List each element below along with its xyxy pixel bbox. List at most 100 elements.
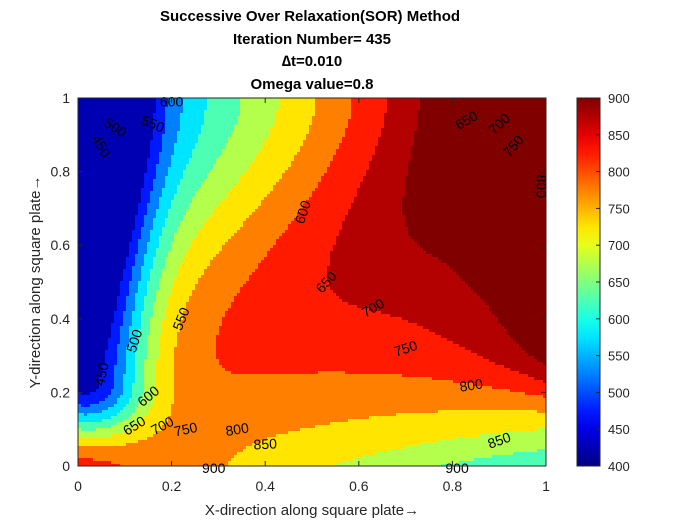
contour-cell [93, 284, 97, 288]
contour-cell [174, 116, 178, 120]
contour-cell [168, 431, 172, 435]
contour-cell [159, 173, 163, 177]
contour-cell [141, 407, 145, 411]
contour-cell [150, 119, 154, 123]
contour-cell [144, 218, 148, 222]
contour-cell [195, 314, 199, 318]
contour-cell [156, 113, 160, 117]
contour-cell [105, 332, 109, 336]
contour-cell [144, 464, 148, 466]
contour-cell [111, 428, 115, 432]
contour-cell [150, 323, 154, 327]
contour-cell [114, 287, 118, 291]
contour-cell [93, 362, 97, 366]
contour-cell [87, 296, 91, 300]
contour-cell [129, 338, 133, 342]
contour-cell [90, 242, 94, 246]
contour-cell [138, 350, 142, 354]
contour-cell [165, 173, 169, 177]
contour-cell [129, 287, 133, 291]
contour-cell [162, 203, 166, 207]
contour-cell [144, 200, 148, 204]
contour-cell [156, 317, 160, 321]
contour-cell [102, 350, 106, 354]
contour-cell [156, 335, 160, 339]
contour-cell [180, 374, 184, 378]
contour-cell [102, 257, 106, 261]
contour-cell [168, 248, 172, 252]
contour-cell [156, 341, 160, 345]
contour-cell [99, 188, 103, 192]
contour-cell [159, 365, 163, 369]
contour-cell [138, 380, 142, 384]
contour-cell [153, 452, 157, 456]
contour-cell [165, 335, 169, 339]
contour-cell [132, 266, 136, 270]
contour-cell [87, 311, 91, 315]
contour-cell [171, 125, 175, 129]
contour-cell [78, 146, 82, 150]
contour-cell [84, 167, 88, 171]
contour-cell [195, 293, 199, 297]
contour-cell [84, 284, 88, 288]
contour-cell [81, 143, 85, 147]
contour-cell [192, 416, 196, 420]
contour-cell [81, 236, 85, 240]
contour-cell [138, 419, 142, 423]
contour-cell [144, 428, 148, 432]
contour-cell [135, 320, 139, 324]
contour-cell [150, 182, 154, 186]
contour-cell [123, 440, 127, 444]
contour-cell [147, 158, 151, 162]
contour-cell [183, 359, 187, 363]
contour-cell [84, 176, 88, 180]
contour-cell [177, 302, 181, 306]
contour-cell [180, 158, 184, 162]
contour-cell [96, 179, 100, 183]
contour-cell [192, 179, 196, 183]
contour-cell [123, 449, 127, 453]
contour-cell [132, 113, 136, 117]
contour-cell [174, 101, 178, 105]
contour-cell [183, 332, 187, 336]
contour-cell [114, 257, 118, 261]
contour-cell [159, 116, 163, 120]
contour-cell [171, 359, 175, 363]
contour-cell [135, 218, 139, 222]
contour-cell [147, 458, 151, 462]
contour-cell [84, 110, 88, 114]
contour-cell [87, 182, 91, 186]
contour-cell [90, 383, 94, 387]
contour-cell [132, 452, 136, 456]
contour-cell [189, 329, 193, 333]
contour-cell [102, 314, 106, 318]
contour-cell [174, 302, 178, 306]
contour-cell [129, 302, 133, 306]
contour-cell [123, 227, 127, 231]
contour-cell [189, 158, 193, 162]
contour-cell [99, 116, 103, 120]
contour-cell [78, 452, 82, 456]
contour-cell [177, 455, 181, 459]
contour-cell [90, 452, 94, 456]
contour-cell [195, 164, 199, 168]
contour-cell [90, 428, 94, 432]
contour-cell [90, 134, 94, 138]
contour-cell [138, 317, 142, 321]
contour-cell [111, 452, 115, 456]
contour-cell [150, 281, 154, 285]
contour-cell [138, 437, 142, 441]
contour-cell [135, 284, 139, 288]
contour-cell [78, 365, 82, 369]
contour-cell [87, 413, 91, 417]
contour-cell [186, 290, 190, 294]
contour-cell [150, 326, 154, 330]
contour-cell [120, 230, 124, 234]
contour-cell [123, 419, 127, 423]
contour-cell [186, 365, 190, 369]
contour-cell [117, 212, 121, 216]
contour-cell [102, 203, 106, 207]
contour-cell [159, 305, 163, 309]
contour-cell [126, 170, 130, 174]
contour-cell [93, 146, 97, 150]
